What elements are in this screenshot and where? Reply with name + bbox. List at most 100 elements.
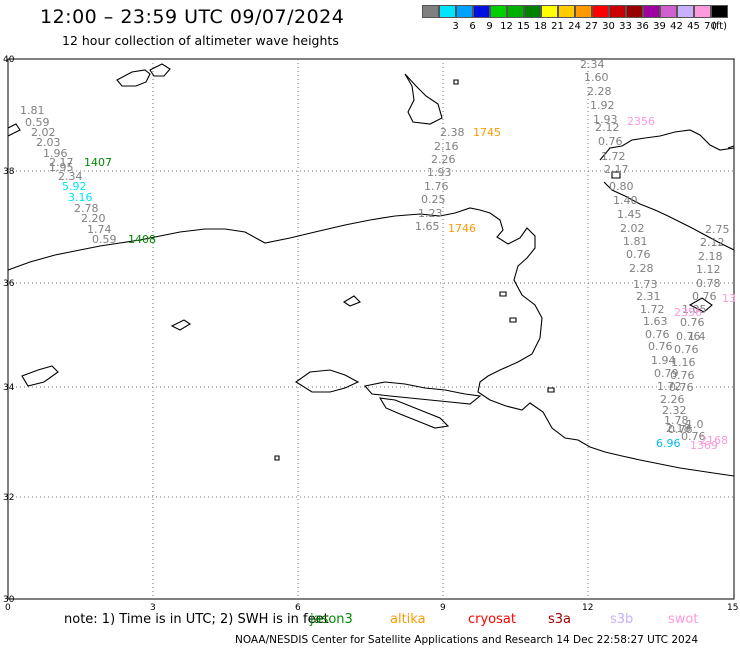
pass-time-label: 2356 [627, 115, 655, 128]
levant-coast-lower [603, 181, 735, 251]
track-value: 0.76 [680, 316, 705, 329]
track-value: 2.18 [666, 422, 691, 435]
track-value: 2.26 [431, 153, 456, 166]
islet-coast-f [547, 387, 555, 393]
track-value: 1.78 [664, 414, 689, 427]
track-value: 1.92 [590, 99, 615, 112]
track-value: 1.12 [696, 263, 721, 276]
legend-label: 70 [704, 21, 717, 32]
track-value: 2.78 [74, 202, 99, 215]
legend-swatch [677, 5, 694, 18]
map-frame [7, 58, 735, 600]
track-value: 0.76 [645, 328, 670, 341]
track-value: 1.93 [427, 166, 452, 179]
track-value: 1.23 [418, 207, 443, 220]
track-value: 1.73 [633, 278, 658, 291]
levant-coast [599, 129, 735, 161]
legend-label: 45 [687, 21, 700, 32]
credit-line: NOAA/NESDIS Center for Satellite Applica… [235, 634, 699, 646]
track-value: 0.78 [696, 277, 721, 290]
track-value: 2.75 [705, 223, 730, 236]
track-value: 1.95 [49, 161, 74, 174]
island-coast-small [453, 79, 459, 85]
map-grid [8, 59, 734, 599]
legend-swatch [592, 5, 609, 18]
legend-label: 18 [534, 21, 547, 32]
legend-label: 15 [517, 21, 530, 32]
legend-label: 27 [585, 21, 598, 32]
track-value: 1.05 [682, 303, 707, 316]
track-value: 2.31 [636, 290, 661, 303]
satellite-s3b: s3b [610, 612, 634, 627]
track-value: 0.79 [654, 367, 679, 380]
track-value: 1.81 [623, 235, 648, 248]
track-value: 0.76 [692, 290, 717, 303]
satellite-altika: altika [390, 612, 426, 627]
legend-label: 33 [619, 21, 632, 32]
west-islet-coast [7, 123, 21, 137]
track-value: 2.28 [629, 262, 654, 275]
track-value: 1.93 [593, 113, 618, 126]
legend-swatch [660, 5, 677, 18]
legend-swatch [524, 5, 541, 18]
pass-time-label: 2168 [700, 434, 728, 447]
crete-coast [295, 369, 360, 393]
legend-swatch [643, 5, 660, 18]
track-value: 1.0 [686, 418, 704, 431]
island-large-coast [378, 397, 450, 429]
pass-time-label: 1746 [448, 222, 476, 235]
legend-swatch [626, 5, 643, 18]
legend-swatch [473, 5, 490, 18]
satellite-jason3: jason3 [310, 612, 353, 627]
track-value: 1.16 [671, 356, 696, 369]
north-africa-coastline [7, 207, 735, 477]
islet-coast-d [509, 317, 517, 323]
track-value: 2.38 [440, 126, 465, 139]
track-value: 1.65 [415, 220, 440, 233]
legend-swatch [711, 5, 728, 18]
track-value: 2.18 [698, 250, 723, 263]
cyprus-coast [688, 297, 713, 313]
track-value: 2.34 [580, 58, 605, 71]
footnote: note: 1) Time is in UTC; 2) SWH is in fe… [64, 612, 329, 627]
islet-coast-c [499, 291, 507, 297]
track-value: 1.63 [643, 315, 668, 328]
track-value: 2.12 [595, 121, 620, 134]
legend-label: 6 [469, 21, 476, 32]
track-value: 0.76 [626, 248, 651, 261]
track-value: 1.60 [584, 71, 609, 84]
legend-label: 9 [486, 21, 493, 32]
x-tick-6: 6 [295, 603, 301, 613]
track-value: 0.80 [609, 180, 634, 193]
legend-swatch [609, 5, 626, 18]
track-value: 0.76 [598, 135, 623, 148]
legend-swatch [575, 5, 592, 18]
track-value: 1.40 [613, 194, 638, 207]
track-value: 0.76 [648, 340, 673, 353]
legend-swatch [507, 5, 524, 18]
y-tick-40: 40 [3, 55, 15, 65]
legend-swatch [439, 5, 456, 18]
axis-ticks: 0 3 6 9 12 15 40 38 36 34 32 30 [3, 55, 738, 613]
legend-label: 39 [653, 21, 666, 32]
pass-time-label: 2356 [674, 306, 702, 319]
pass-time-label: 1745 [473, 126, 501, 139]
island-chain-coast [363, 381, 482, 405]
islet-coast-h [727, 145, 735, 149]
legend-label: 30 [602, 21, 615, 32]
track-value: 1.72 [657, 380, 682, 393]
islet-coast-a [342, 295, 361, 307]
x-tick-3: 3 [150, 603, 156, 613]
satellite-swot: swot [668, 612, 699, 627]
track-value: 0.76 [674, 343, 699, 356]
islet-coast-g [611, 171, 621, 179]
track-value: 1.76 [424, 180, 449, 193]
y-tick-34: 34 [3, 383, 15, 393]
y-tick-32: 32 [3, 493, 14, 503]
legend-swatch [456, 5, 473, 18]
satellite-cryosat: cryosat [468, 612, 516, 627]
legend-label: 36 [636, 21, 649, 32]
track-value: 0.25 [421, 193, 446, 206]
y-tick-36: 36 [3, 279, 15, 289]
